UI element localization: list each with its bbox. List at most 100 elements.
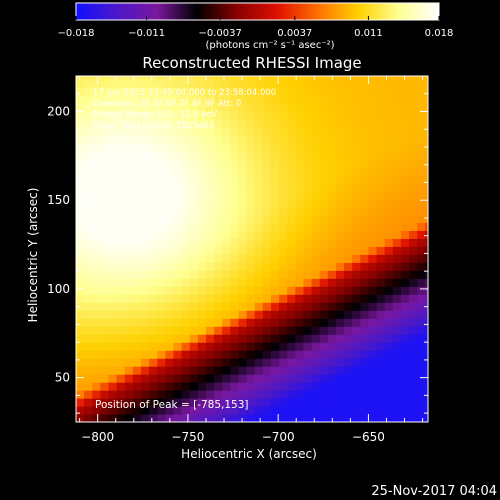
heatmap-cell bbox=[335, 326, 345, 335]
heatmap-cell bbox=[92, 102, 101, 112]
heatmap-cell bbox=[344, 414, 353, 422]
heatmap-cell bbox=[76, 262, 85, 271]
heatmap-cell bbox=[173, 182, 183, 192]
heatmap-cell bbox=[400, 76, 410, 80]
heatmap-cell bbox=[197, 294, 207, 303]
heatmap-cell bbox=[100, 334, 110, 343]
heatmap-cell bbox=[352, 230, 361, 239]
heatmap-cell bbox=[238, 382, 248, 391]
heatmap-cell bbox=[376, 134, 386, 144]
heatmap-cell bbox=[279, 270, 288, 279]
heatmap-cell bbox=[295, 398, 305, 407]
heatmap-cell bbox=[214, 398, 223, 407]
heatmap-cell bbox=[327, 294, 337, 303]
heatmap-cell bbox=[376, 118, 386, 128]
heatmap-cell bbox=[384, 358, 394, 367]
heatmap-cell bbox=[262, 102, 272, 112]
heatmap-cell bbox=[368, 342, 378, 351]
heatmap-cell bbox=[368, 102, 378, 112]
heatmap-cell bbox=[417, 166, 426, 176]
heatmap-cell bbox=[392, 270, 402, 279]
heatmap-cell bbox=[76, 294, 85, 303]
heatmap-cell bbox=[311, 198, 321, 208]
heatmap-cell bbox=[368, 254, 378, 263]
heatmap-cell bbox=[205, 174, 215, 184]
heatmap-cell bbox=[344, 254, 353, 263]
heatmap-cell bbox=[327, 398, 337, 407]
heatmap-cell bbox=[295, 262, 305, 271]
heatmap-cell bbox=[92, 158, 101, 168]
heatmap-cell bbox=[409, 230, 418, 239]
heatmap-cell bbox=[400, 214, 410, 223]
heatmap-cell bbox=[311, 398, 321, 407]
heatmap-cell bbox=[149, 278, 158, 287]
heatmap-cell bbox=[376, 126, 386, 136]
heatmap-cell bbox=[197, 76, 207, 80]
colorbar-tick-label: −0.011 bbox=[128, 28, 165, 39]
heatmap-cell bbox=[254, 398, 264, 407]
heatmap-cell bbox=[84, 166, 93, 176]
heatmap-cell bbox=[124, 302, 134, 311]
heatmap-cell bbox=[214, 342, 223, 351]
heatmap-cell bbox=[311, 310, 321, 319]
heatmap-cell bbox=[197, 350, 207, 359]
heatmap-cell bbox=[295, 190, 305, 200]
heatmap-cell bbox=[400, 86, 410, 96]
heatmap-cell bbox=[327, 110, 337, 120]
heatmap-cell bbox=[279, 134, 288, 144]
heatmap-cell bbox=[238, 270, 248, 279]
heatmap-cell bbox=[319, 94, 329, 104]
heatmap-cell bbox=[214, 286, 223, 295]
heatmap-cell bbox=[76, 110, 85, 120]
heatmap-cell bbox=[400, 102, 410, 112]
heatmap-cell bbox=[222, 166, 231, 176]
heatmap-cell bbox=[376, 286, 386, 295]
heatmap-cell bbox=[376, 318, 386, 327]
heatmap-cell bbox=[124, 206, 134, 215]
heatmap-cell bbox=[376, 182, 386, 192]
heatmap-cell bbox=[181, 238, 191, 247]
heatmap-cell bbox=[295, 118, 305, 128]
heatmap-cell bbox=[149, 246, 158, 255]
heatmap-cell bbox=[360, 358, 370, 367]
heatmap-cell bbox=[425, 94, 428, 104]
heatmap-cell bbox=[140, 150, 150, 160]
heatmap-cell bbox=[270, 134, 280, 144]
heatmap-cell bbox=[100, 174, 110, 184]
heatmap-cell bbox=[425, 334, 428, 343]
heatmap-cell bbox=[197, 342, 207, 351]
heatmap-cell bbox=[132, 342, 142, 351]
heatmap-cell bbox=[222, 350, 231, 359]
heatmap-cell bbox=[344, 262, 353, 271]
heatmap-cell bbox=[335, 86, 345, 96]
heatmap-cell bbox=[149, 270, 158, 279]
heatmap-cell bbox=[344, 110, 353, 120]
heatmap-cell bbox=[319, 398, 329, 407]
heatmap-cell bbox=[417, 294, 426, 303]
heatmap-cell bbox=[222, 158, 231, 168]
heatmap-cell bbox=[205, 262, 215, 271]
heatmap-cell bbox=[376, 302, 386, 311]
heatmap-cell bbox=[392, 318, 402, 327]
heatmap-cell bbox=[254, 350, 264, 359]
heatmap-cell bbox=[189, 278, 199, 287]
heatmap-cell bbox=[165, 102, 175, 112]
heatmap-cell bbox=[205, 246, 215, 255]
heatmap-cell bbox=[108, 358, 118, 367]
heatmap-cell bbox=[279, 94, 288, 104]
heatmap-cell bbox=[124, 366, 134, 375]
heatmap-cell bbox=[84, 222, 93, 231]
heatmap-cell bbox=[327, 318, 337, 327]
heatmap-cell bbox=[303, 278, 313, 287]
heatmap-cell bbox=[230, 166, 240, 176]
x-tick-label: −700 bbox=[262, 430, 295, 444]
heatmap-cell bbox=[173, 86, 183, 96]
heatmap-cell bbox=[270, 350, 280, 359]
heatmap-cell bbox=[100, 166, 110, 176]
heatmap-cell bbox=[409, 238, 418, 247]
heatmap-cell bbox=[335, 366, 345, 375]
heatmap-cell bbox=[140, 190, 150, 200]
heatmap-cell bbox=[295, 334, 305, 343]
heatmap-cell bbox=[360, 166, 370, 176]
